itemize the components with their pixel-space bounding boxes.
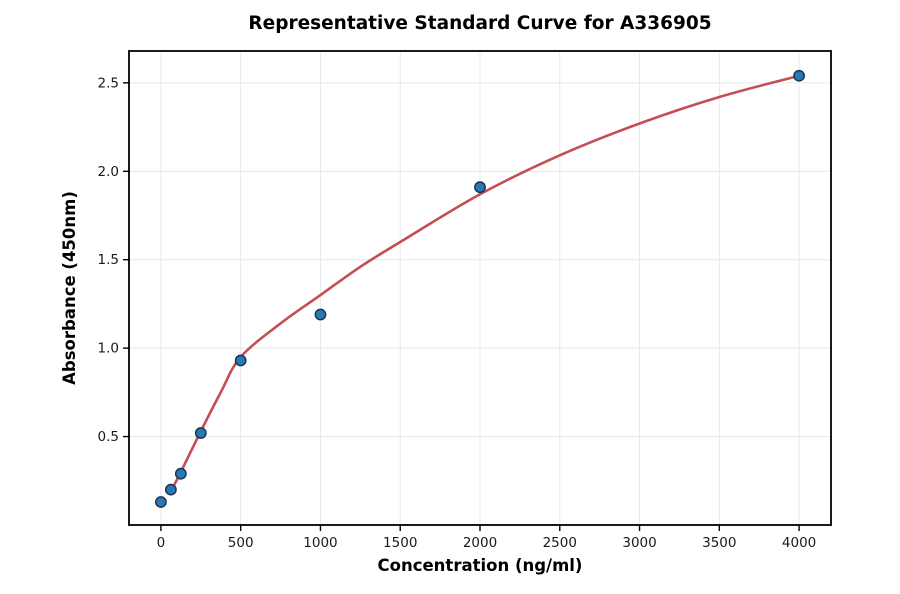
data-point: [155, 496, 167, 508]
x-tick-label: 3500: [702, 535, 736, 551]
x-tick-label: 0: [157, 535, 166, 551]
x-tick-label: 4000: [782, 535, 816, 551]
x-tick-label: 3000: [622, 535, 656, 551]
chart-title: Representative Standard Curve for A33690…: [248, 13, 711, 34]
y-tick-label: 1.5: [98, 252, 119, 268]
plot-area: 0 500 1000 1500 2000 2500 3000 3500 4000 0.5 1.0 1.…: [98, 50, 832, 551]
data-point: [174, 467, 187, 480]
x-tick-label: 1000: [303, 535, 337, 551]
x-tick-label: 1500: [383, 535, 417, 551]
y-tick-label: 1.0: [98, 341, 119, 357]
x-tick-label: 2000: [463, 535, 497, 551]
fit-curve-line: [169, 74, 801, 493]
y-axis-label: Absorbance (450nm): [60, 191, 79, 385]
x-tick-label: 2500: [543, 535, 577, 551]
x-axis-label: Concentration (ng/ml): [378, 556, 583, 575]
data-point: [474, 181, 486, 194]
x-tick-label: 500: [228, 535, 254, 551]
data-point: [164, 483, 177, 496]
data-point: [234, 354, 247, 367]
y-tick-label: 2.0: [98, 164, 119, 180]
data-point: [793, 69, 805, 82]
data-point: [194, 427, 207, 439]
y-tick-label: 0.5: [98, 429, 119, 445]
data-point: [314, 308, 327, 321]
y-tick-label: 2.5: [98, 75, 119, 91]
